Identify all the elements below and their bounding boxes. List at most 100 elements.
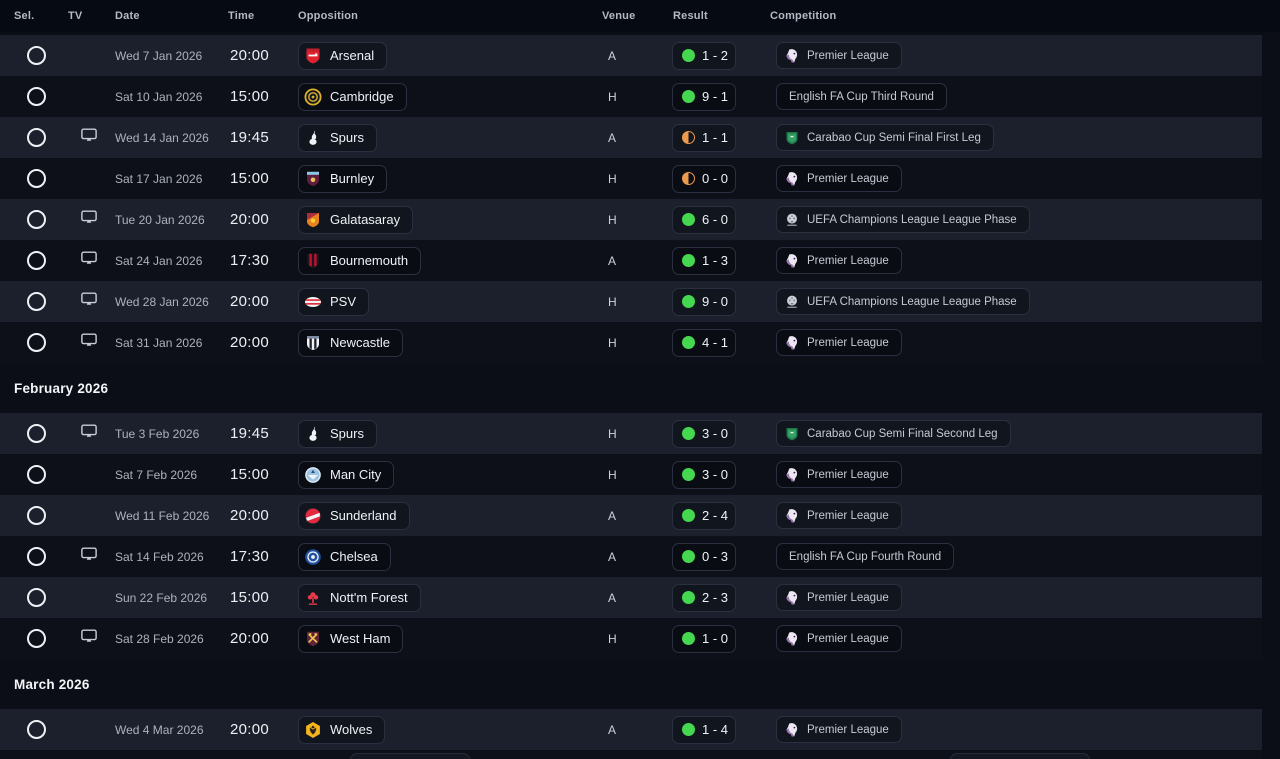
competition-badge[interactable]: Premier League (776, 584, 902, 611)
select-radio[interactable] (27, 465, 46, 484)
result-badge[interactable]: 3 - 0 (672, 460, 736, 489)
result-outcome-icon (682, 591, 695, 604)
opposition-badge[interactable]: Cambridge (298, 82, 407, 111)
team-crest-icon (304, 721, 322, 739)
opposition-badge[interactable]: Spurs (298, 123, 377, 152)
fixture-row[interactable]: Wed 14 Jan 2026 19:45 Spurs A 1 - 1 Cara… (0, 117, 1262, 158)
partial-competition-badge (950, 753, 1090, 759)
fixture-row[interactable]: Tue 20 Jan 2026 20:00 Galatasaray H 6 - … (0, 199, 1262, 240)
competition-badge[interactable]: Carabao Cup Semi Final First Leg (776, 124, 994, 151)
column-header-opposition[interactable]: Opposition (298, 10, 359, 22)
result-badge[interactable]: 1 - 3 (672, 246, 736, 275)
result-badge[interactable]: 1 - 2 (672, 41, 736, 70)
fixture-row[interactable]: Wed 7 Jan 2026 20:00 Arsenal A 1 - 2 Pre… (0, 35, 1262, 76)
select-radio[interactable] (27, 210, 46, 229)
fixture-row[interactable]: Wed 28 Jan 2026 20:00 PSV H 9 - 0 UEFA C… (0, 281, 1262, 322)
column-header-tv[interactable]: TV (68, 10, 83, 22)
opposition-name: Bournemouth (330, 253, 409, 268)
fixture-row[interactable]: Sat 7 Feb 2026 15:00 Man City H 3 - 0 Pr… (0, 454, 1262, 495)
fixture-time: 15:00 (230, 170, 270, 187)
select-radio[interactable] (27, 588, 46, 607)
opposition-badge[interactable]: Nott'm Forest (298, 583, 421, 612)
competition-badge[interactable]: English FA Cup Third Round (776, 83, 947, 110)
result-badge[interactable]: 2 - 3 (672, 583, 736, 612)
opposition-cell: Burnley (292, 164, 602, 193)
result-badge[interactable]: 6 - 0 (672, 205, 736, 234)
result-badge[interactable]: 1 - 4 (672, 715, 736, 744)
select-radio[interactable] (27, 547, 46, 566)
competition-icon (784, 335, 800, 351)
fixture-row[interactable]: Tue 3 Feb 2026 19:45 Spurs H 3 - 0 Carab… (0, 413, 1262, 454)
select-radio[interactable] (27, 629, 46, 648)
select-radio[interactable] (27, 292, 46, 311)
opposition-badge[interactable]: Galatasaray (298, 205, 414, 234)
fixture-row[interactable]: Sat 28 Feb 2026 20:00 West Ham H 1 - 0 P… (0, 618, 1262, 659)
fixture-row[interactable]: Sat 10 Jan 2026 15:00 Cambridge H 9 - 1 … (0, 76, 1262, 117)
competition-badge[interactable]: Premier League (776, 329, 902, 356)
competition-badge[interactable]: UEFA Champions League League Phase (776, 206, 1030, 233)
competition-badge[interactable]: Premier League (776, 716, 902, 743)
result-badge[interactable]: 4 - 1 (672, 328, 736, 357)
opposition-badge[interactable]: Arsenal (298, 41, 388, 70)
fixture-row[interactable]: Sat 31 Jan 2026 20:00 Newcastle H 4 - 1 … (0, 322, 1262, 363)
result-badge[interactable]: 0 - 0 (672, 164, 736, 193)
opposition-badge[interactable]: Wolves (298, 715, 386, 744)
opposition-name: Nott'm Forest (330, 590, 408, 605)
opposition-badge[interactable]: Bournemouth (298, 246, 422, 275)
competition-badge[interactable]: Premier League (776, 247, 902, 274)
opposition-badge[interactable]: Spurs (298, 419, 377, 448)
result-badge[interactable]: 9 - 0 (672, 287, 736, 316)
opposition-badge[interactable]: West Ham (298, 624, 404, 653)
competition-badge[interactable]: Premier League (776, 625, 902, 652)
column-header-result[interactable]: Result (673, 10, 708, 22)
opposition-badge[interactable]: Chelsea (298, 542, 391, 571)
fixture-row[interactable]: Sat 17 Jan 2026 15:00 Burnley H 0 - 0 Pr… (0, 158, 1262, 199)
tv-icon (81, 547, 97, 561)
fixture-row[interactable]: Sat 24 Jan 2026 17:30 Bournemouth A 1 - … (0, 240, 1262, 281)
competition-badge[interactable]: UEFA Champions League League Phase (776, 288, 1030, 315)
select-radio[interactable] (27, 128, 46, 147)
competition-badge[interactable]: Premier League (776, 42, 902, 69)
result-badge[interactable]: 2 - 4 (672, 501, 736, 530)
select-radio[interactable] (27, 333, 46, 352)
result-badge[interactable]: 1 - 0 (672, 624, 736, 653)
result-badge[interactable]: 0 - 3 (672, 542, 736, 571)
fixture-row[interactable]: Wed 4 Mar 2026 20:00 Wolves A 1 - 4 Prem… (0, 709, 1262, 750)
competition-badge[interactable]: English FA Cup Fourth Round (776, 543, 955, 570)
fixture-row[interactable]: Sun 22 Feb 2026 15:00 Nott'm Forest A 2 … (0, 577, 1262, 618)
select-radio[interactable] (27, 87, 46, 106)
opposition-badge[interactable]: Sunderland (298, 501, 410, 530)
column-header-sel[interactable]: Sel. (14, 10, 35, 22)
column-header-time[interactable]: Time (228, 10, 255, 22)
result-cell: 1 - 1 (672, 123, 770, 152)
result-badge[interactable]: 1 - 1 (672, 123, 736, 152)
result-outcome-icon (682, 723, 695, 736)
select-radio[interactable] (27, 424, 46, 443)
fixture-row[interactable]: Sat 14 Feb 2026 17:30 Chelsea A 0 - 3 En… (0, 536, 1262, 577)
opposition-badge[interactable]: Burnley (298, 164, 388, 193)
column-header-date[interactable]: Date (115, 10, 140, 22)
result-badge[interactable]: 9 - 1 (672, 82, 736, 111)
select-radio[interactable] (27, 169, 46, 188)
opposition-cell: Bournemouth (292, 246, 602, 275)
result-badge[interactable]: 3 - 0 (672, 419, 736, 448)
venue-indicator: A (608, 130, 617, 145)
opposition-name: Wolves (330, 722, 373, 737)
result-cell: 0 - 0 (672, 164, 770, 193)
team-crest-icon (304, 589, 322, 607)
opposition-badge[interactable]: Newcastle (298, 328, 403, 357)
opposition-badge[interactable]: Man City (298, 460, 395, 489)
competition-icon (784, 171, 800, 187)
fixture-row[interactable]: Wed 11 Feb 2026 20:00 Sunderland A 2 - 4… (0, 495, 1262, 536)
select-radio[interactable] (27, 720, 46, 739)
select-radio[interactable] (27, 506, 46, 525)
select-radio[interactable] (27, 46, 46, 65)
column-header-venue[interactable]: Venue (602, 10, 636, 22)
competition-badge[interactable]: Premier League (776, 165, 902, 192)
competition-badge[interactable]: Premier League (776, 502, 902, 529)
opposition-badge[interactable]: PSV (298, 287, 370, 316)
competition-badge[interactable]: Premier League (776, 461, 902, 488)
select-radio[interactable] (27, 251, 46, 270)
column-header-competition[interactable]: Competition (770, 10, 837, 22)
competition-badge[interactable]: Carabao Cup Semi Final Second Leg (776, 420, 1011, 447)
